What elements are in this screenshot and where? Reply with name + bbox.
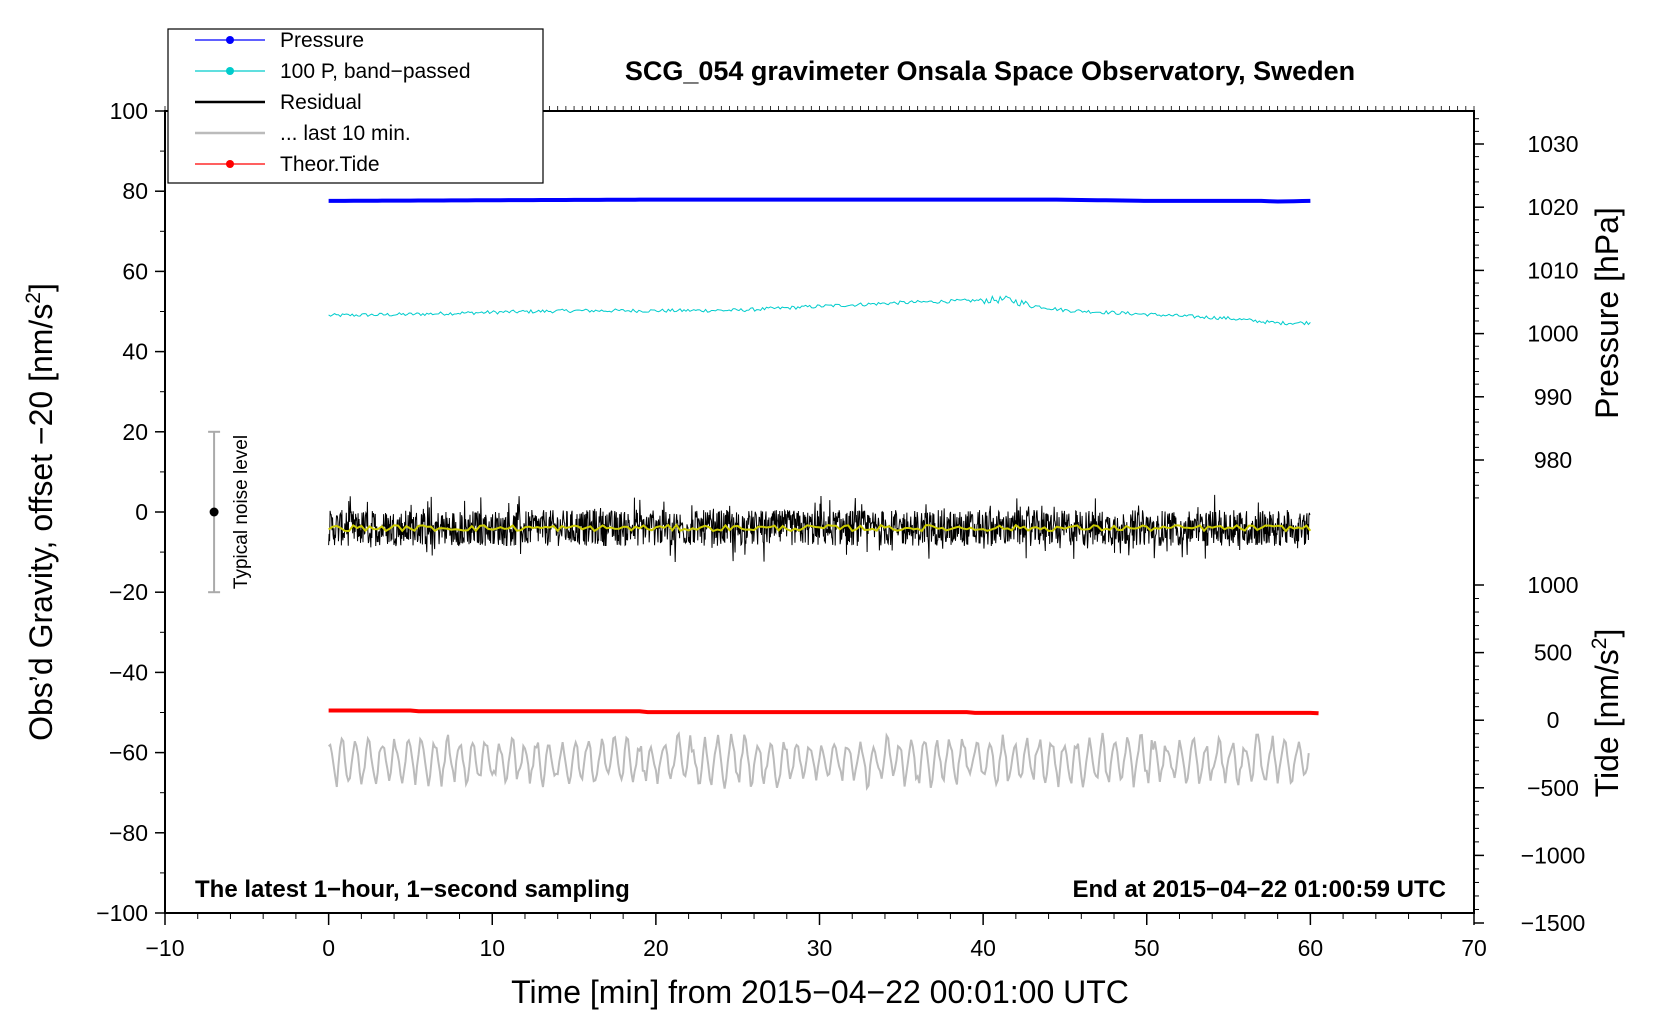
ticks-layer: −10 0 10 20 30 40 50 60 70100806040200−20−40−60−… [96, 98, 1585, 961]
series-theortide-line [328, 708, 1319, 716]
series-pressure-line [328, 197, 1311, 204]
legend-marker [226, 160, 234, 168]
y-tick-label-left: −60 [109, 740, 148, 766]
y-axis-title-left-text: Obs’d Gravity, offset −20 [nm/s [23, 304, 59, 741]
legend-box [167, 28, 544, 184]
y-tick-label-left: −40 [109, 659, 148, 685]
y-tick-label-left: 80 [122, 178, 148, 204]
y-tick-label-left: −20 [109, 579, 148, 605]
x-tick-label: 60 [1298, 935, 1324, 961]
pressure-tick-label: 1020 [1527, 194, 1578, 220]
legend-label: ... last 10 min. [280, 122, 411, 145]
x-tick-label: −10 [145, 935, 184, 961]
tide-tick-label: −1500 [1521, 910, 1586, 936]
pressure-tick-label: 980 [1534, 447, 1572, 473]
legend-label: Residual [280, 91, 362, 114]
chart-title: SCG_054 gravimeter Onsala Space Observat… [625, 56, 1355, 86]
series-residual-smoothed-line [328, 523, 1312, 533]
tide-tick-label: −1000 [1521, 842, 1586, 868]
y-tick-label-left: 100 [110, 98, 148, 124]
x-tick-label: 30 [807, 935, 833, 961]
pressure-tick-label: 1010 [1527, 257, 1578, 283]
y-tick-label-left: 20 [122, 419, 148, 445]
x-tick-label: 10 [479, 935, 505, 961]
noise-bar-dot [209, 507, 219, 517]
tide-tick-label: 1000 [1527, 572, 1578, 598]
y-tick-label-left: −80 [109, 820, 148, 846]
legend-label: Pressure [280, 29, 364, 52]
pressure-tick-label: 1000 [1527, 321, 1578, 347]
legend-entries: Pressure 100 P, band−passed Residual ... la… [195, 29, 471, 176]
y-axis-title-tide-sup: 2 [1588, 638, 1611, 650]
x-tick-label: 20 [643, 935, 669, 961]
y-axis-title-pressure: Pressure [hPa] [1589, 207, 1625, 419]
x-axis-title: Time [min] from 2015−04−22 00:01:00 UTC [511, 974, 1129, 1010]
series-bandpassed-line [328, 295, 1311, 326]
x-tick-label: 0 [322, 935, 335, 961]
y-axis-title-left: Obs’d Gravity, offset −20 [nm/s2] [22, 283, 59, 741]
y-axis-title-left-sup: 2 [22, 292, 45, 304]
legend: Pressure 100 P, band−passed Residual ... la… [167, 28, 544, 184]
y-tick-label-left: 0 [135, 499, 148, 525]
x-tick-label: 50 [1134, 935, 1160, 961]
pressure-tick-label: 990 [1534, 384, 1572, 410]
legend-marker [226, 36, 234, 44]
pressure-tick-label: 1030 [1527, 131, 1578, 157]
annotation-bottom-left: The latest 1−hour, 1−second sampling [195, 876, 630, 903]
tide-tick-label: 500 [1534, 640, 1572, 666]
y-axis-title-tide-text: Tide [nm/s [1589, 649, 1625, 797]
y-axis-title-left-close: ] [23, 283, 59, 292]
y-tick-label-left: 40 [122, 339, 148, 365]
x-tick-label: 40 [970, 935, 996, 961]
tide-tick-label: 0 [1547, 707, 1560, 733]
y-axis-title-tide-close: ] [1589, 629, 1625, 638]
series-layer [328, 197, 1319, 792]
y-axis-title-tide: Tide [nm/s2] [1588, 629, 1625, 798]
legend-label: 100 P, band−passed [280, 60, 471, 83]
legend-marker [226, 67, 234, 75]
tide-tick-label: −500 [1527, 775, 1579, 801]
y-tick-label-left: 60 [122, 258, 148, 284]
legend-label: Theor.Tide [280, 153, 380, 176]
annotation-bottom-right: End at 2015−04−22 01:00:59 UTC [1072, 876, 1446, 903]
noise-bar: Typical noise level [208, 430, 252, 594]
noise-bar-label: Typical noise level [231, 435, 252, 589]
y-tick-label-left: −100 [96, 900, 148, 926]
series-last10min-line [328, 731, 1310, 792]
series-residual-line [328, 494, 1311, 563]
x-tick-label: 70 [1461, 935, 1487, 961]
